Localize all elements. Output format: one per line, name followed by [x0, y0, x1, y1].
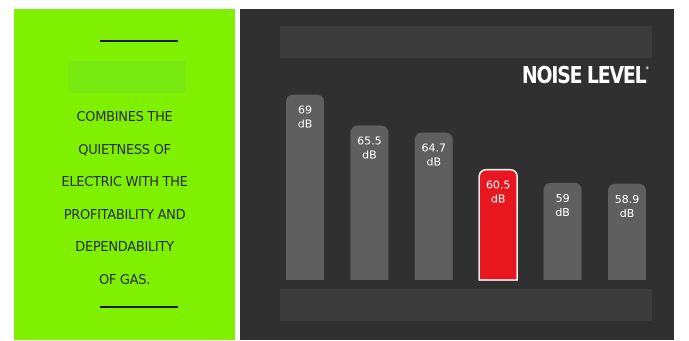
bar-value-label-4: 60.5	[486, 179, 511, 192]
chart-panel: NOISE LEVEL* 69 dB 65.5 dB 64.7 dB 60.5 dB 59 dB 5…	[240, 9, 674, 340]
bar-6	[608, 183, 646, 280]
panel-line-1: COMBINES THE	[76, 110, 173, 125]
bottom-band	[280, 289, 652, 321]
bar-unit-label-1: dB	[298, 118, 313, 131]
bar-value-label-3: 64.7	[422, 142, 447, 155]
bar-1	[286, 94, 324, 280]
chart-title: NOISE LEVEL*	[522, 63, 649, 89]
bar-4	[478, 168, 518, 281]
bar-unit-label-3: dB	[427, 156, 442, 169]
bar-2	[350, 125, 389, 280]
blank-heading-bar	[68, 61, 186, 93]
bar-unit-label-6: dB	[620, 207, 635, 220]
top-divider	[100, 40, 178, 42]
bar-5	[543, 182, 582, 280]
chart-title-text: NOISE LEVEL	[522, 63, 647, 89]
panel-line-6: OF GAS.	[98, 272, 151, 288]
top-band	[280, 26, 652, 58]
chart-title-mark: *	[645, 65, 649, 74]
panel-line-3: ELECTRIC WITH THE	[61, 175, 188, 190]
panel-copy: COMBINES THE QUIETNESS OF ELECTRIC WITH …	[14, 102, 235, 297]
bottom-divider	[100, 306, 178, 308]
bar-value-label-2: 65.5	[357, 135, 382, 148]
bar-value-label-6: 58.9	[615, 193, 640, 206]
panel-line-2: QUIETNESS OF	[78, 142, 171, 158]
panel-line-4: PROFITABILITY AND	[63, 207, 186, 223]
bar-unit-label-2: dB	[362, 149, 377, 162]
panel-line-5: DEPENDABILITY	[75, 240, 174, 255]
bar-value-label-5: 59	[556, 192, 570, 205]
bar-unit-label-4: dB	[491, 193, 506, 206]
bar-unit-label-5: dB	[555, 206, 570, 219]
bar-value-label-1: 69	[298, 104, 312, 117]
bar-3	[414, 132, 453, 280]
info-panel: COMBINES THE QUIETNESS OF ELECTRIC WITH …	[14, 9, 235, 340]
